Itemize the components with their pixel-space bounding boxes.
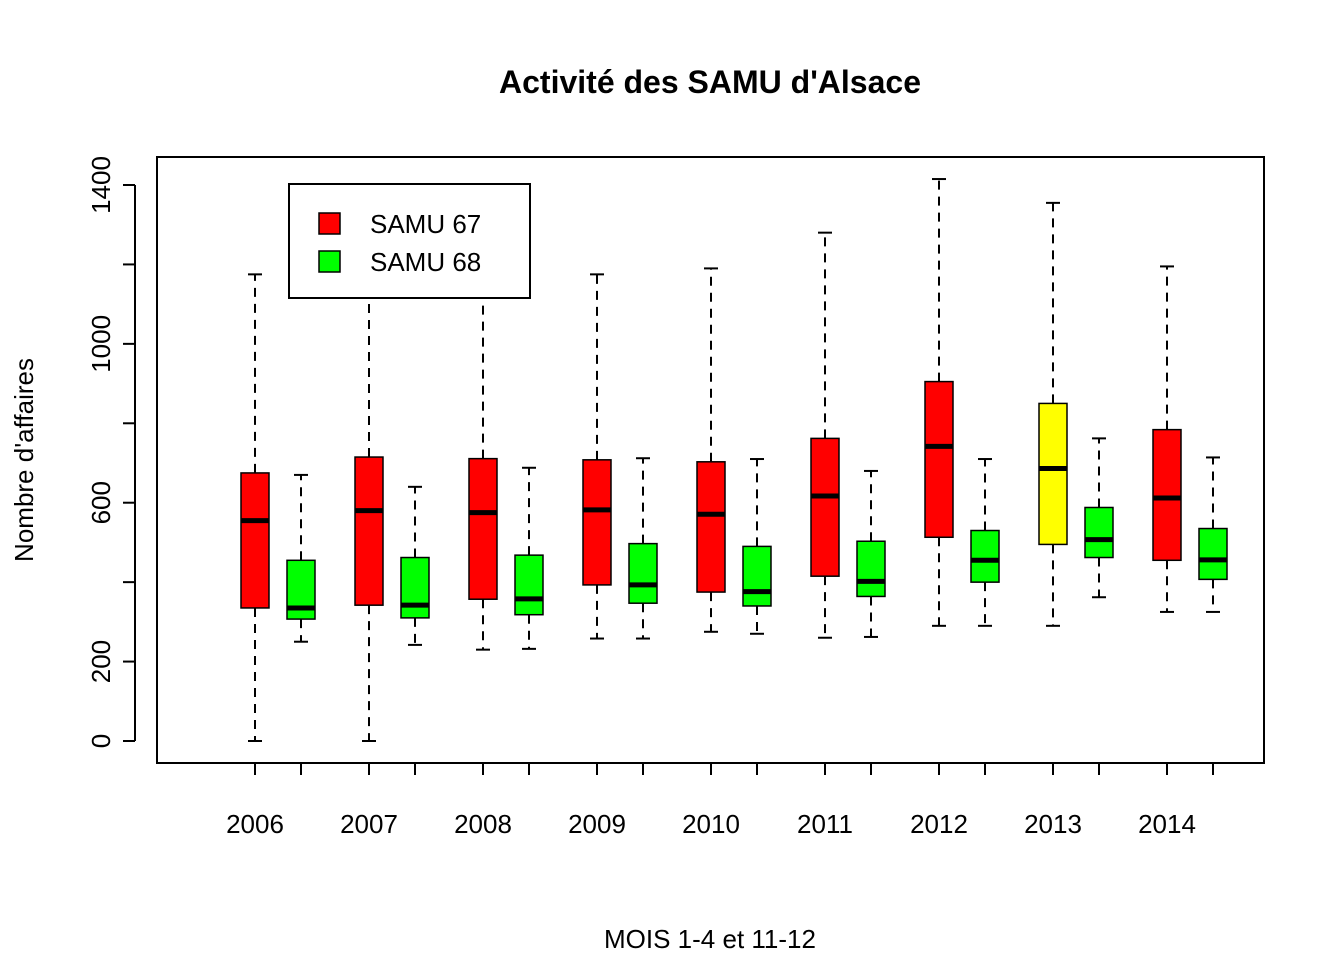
box-samu-67-2012 bbox=[924, 178, 954, 627]
x-tick-label: 2014 bbox=[1138, 809, 1196, 839]
box-samu-68-2009 bbox=[628, 457, 658, 640]
box-samu-67-2011 bbox=[810, 231, 840, 639]
legend-label-samu-67: SAMU 67 bbox=[370, 209, 481, 239]
iqr-box bbox=[1152, 428, 1182, 562]
box-samu-68-2010 bbox=[742, 458, 772, 635]
iqr-box bbox=[1084, 506, 1114, 559]
x-tick-label: 2007 bbox=[340, 809, 398, 839]
x-axis-label: MOIS 1-4 et 11-12 bbox=[604, 924, 816, 954]
iqr-box bbox=[240, 472, 270, 609]
iqr-box bbox=[742, 545, 772, 607]
boxes bbox=[240, 178, 1228, 742]
x-tick-label: 2009 bbox=[568, 809, 626, 839]
box-samu-67-2007 bbox=[354, 295, 384, 742]
iqr-box bbox=[400, 556, 430, 619]
iqr-box bbox=[970, 529, 1000, 583]
box-samu-67-2010 bbox=[696, 267, 726, 633]
x-tick-label: 2006 bbox=[226, 809, 284, 839]
legend-swatch-samu-67 bbox=[318, 212, 341, 235]
legend: SAMU 67 SAMU 68 bbox=[288, 183, 531, 299]
legend-label-samu-68: SAMU 68 bbox=[370, 247, 481, 277]
box-samu-68-2008 bbox=[514, 466, 544, 650]
x-tick-label: 2008 bbox=[454, 809, 512, 839]
box-samu-68-2007 bbox=[400, 485, 430, 646]
iqr-box bbox=[1198, 527, 1228, 581]
y-tick-label: 200 bbox=[86, 640, 116, 683]
iqr-box bbox=[628, 542, 658, 604]
iqr-box bbox=[582, 459, 612, 586]
x-axis: 2006 2007 2008 2009 2010 2011 2012 2013 2014 bbox=[226, 762, 1214, 839]
y-axis: 0 200 600 1000 1400 bbox=[86, 156, 136, 748]
y-tick-label: 1000 bbox=[86, 315, 116, 373]
legend-swatch-samu-68 bbox=[318, 250, 341, 273]
x-tick-label: 2012 bbox=[910, 809, 968, 839]
box-samu-67-2009 bbox=[582, 273, 612, 640]
iqr-box bbox=[696, 461, 726, 593]
box-samu-67-2008 bbox=[468, 291, 498, 651]
box-samu-67-2013 bbox=[1038, 201, 1068, 627]
y-tick-label: 1400 bbox=[86, 156, 116, 214]
box-samu-68-2006 bbox=[286, 473, 316, 643]
legend-frame bbox=[288, 183, 531, 299]
iqr-box bbox=[514, 554, 544, 616]
box-samu-68-2011 bbox=[856, 469, 886, 638]
box-samu-68-2013 bbox=[1084, 437, 1114, 599]
box-samu-67-2014 bbox=[1152, 265, 1182, 613]
x-tick-label: 2011 bbox=[797, 809, 853, 839]
iqr-box bbox=[354, 456, 384, 606]
iqr-box bbox=[924, 380, 954, 539]
iqr-box bbox=[810, 437, 840, 577]
y-tick-label: 600 bbox=[86, 481, 116, 524]
iqr-box bbox=[856, 540, 886, 598]
y-tick-label: 0 bbox=[86, 734, 116, 748]
box-samu-68-2012 bbox=[970, 458, 1000, 627]
y-axis-label: Nombre d'affaires bbox=[9, 358, 39, 562]
x-tick-label: 2010 bbox=[682, 809, 740, 839]
chart-title: Activité des SAMU d'Alsace bbox=[499, 64, 921, 100]
iqr-box bbox=[1038, 402, 1068, 546]
box-samu-67-2006 bbox=[240, 273, 270, 742]
x-tick-label: 2013 bbox=[1024, 809, 1082, 839]
box-samu-68-2014 bbox=[1198, 456, 1228, 613]
iqr-box bbox=[468, 457, 498, 600]
